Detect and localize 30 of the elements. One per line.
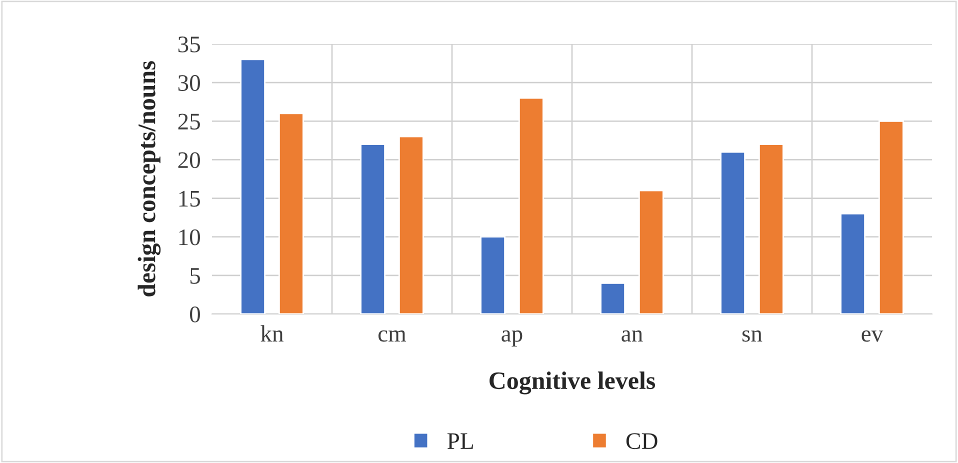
- bar: [240, 58, 266, 314]
- x-tick-label: kn: [260, 325, 284, 342]
- bar: [278, 112, 304, 314]
- bar: [398, 136, 424, 314]
- y-tick-label: 25: [178, 114, 200, 130]
- bar: [600, 282, 626, 314]
- y-tick-label: 35: [178, 36, 200, 52]
- y-tick-label: 30: [178, 75, 200, 91]
- bar: [878, 120, 904, 314]
- legend-label: CD: [626, 433, 658, 450]
- bar: [720, 151, 746, 314]
- legend-label: PL: [447, 433, 473, 449]
- y-tick-label: 0: [190, 306, 200, 322]
- bar: [840, 213, 866, 314]
- bar: [638, 190, 664, 314]
- bar: [480, 236, 506, 314]
- y-axis-title: design concepts/nouns: [138, 61, 161, 296]
- y-tick-label: 20: [178, 152, 200, 168]
- y-tick-label: 15: [179, 190, 200, 207]
- x-tick-label: sn: [742, 330, 762, 342]
- x-tick-label: an: [622, 330, 643, 342]
- bar: [360, 144, 386, 314]
- y-tick-label: 10: [179, 229, 200, 246]
- x-axis-title: Cognitive levels: [490, 372, 656, 394]
- y-tick-label: 5: [190, 268, 200, 284]
- x-tick-label: ev: [862, 330, 884, 342]
- x-tick-label: ap: [502, 330, 522, 347]
- bar: [758, 144, 784, 314]
- x-tick-label: cm: [378, 330, 406, 342]
- bar: [518, 97, 544, 314]
